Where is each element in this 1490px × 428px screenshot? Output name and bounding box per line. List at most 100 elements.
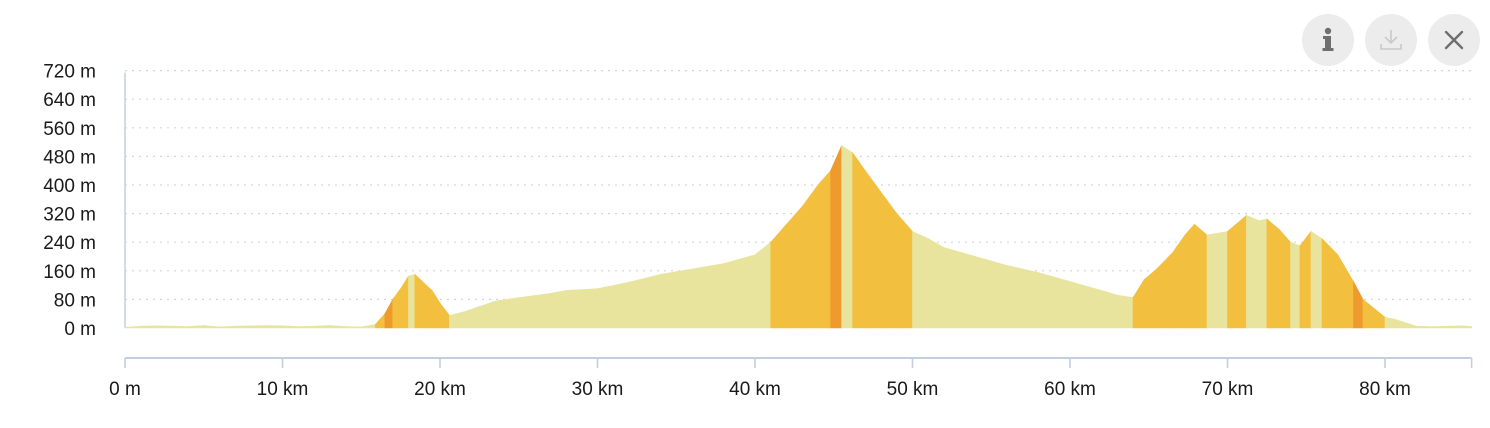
elevation-segment xyxy=(375,312,386,329)
y-axis: 720 m 640 m 560 m 480 m 400 m 320 m 240 m 160 m… xyxy=(43,62,96,340)
x-tick-label: 30 km xyxy=(572,379,624,400)
info-button[interactable] xyxy=(1302,14,1354,66)
elevation-segment xyxy=(1038,272,1071,329)
elevation-segment xyxy=(414,273,425,329)
elevation-segment xyxy=(518,292,551,329)
elevation-segment xyxy=(479,300,496,329)
elevation-segment xyxy=(250,325,268,329)
elevation-area xyxy=(124,145,1472,329)
elevation-segment xyxy=(1069,281,1102,329)
y-tick-label: 640 m xyxy=(43,90,96,111)
y-tick-label: 80 m xyxy=(54,290,96,311)
y-tick-label: 240 m xyxy=(43,233,96,254)
x-tick-label: 10 km xyxy=(257,379,309,400)
elevation-segment xyxy=(801,184,819,329)
elevation-segment xyxy=(449,311,464,329)
elevation-segment xyxy=(1184,223,1195,329)
elevation-segment xyxy=(912,231,929,329)
elevation-segment xyxy=(1132,278,1145,329)
close-icon xyxy=(1444,30,1464,50)
elevation-segment xyxy=(1156,252,1173,329)
x-tick-label: 70 km xyxy=(1202,379,1254,400)
elevation-segment xyxy=(1101,290,1118,329)
elevation-segment xyxy=(975,256,1008,329)
elevation-segment xyxy=(691,263,724,329)
elevation-segment xyxy=(266,325,283,329)
elevation-segment xyxy=(597,281,630,329)
elevation-segment xyxy=(156,325,173,329)
x-tick-label: 80 km xyxy=(1359,379,1411,400)
y-tick-label: 400 m xyxy=(43,176,96,197)
elevation-segment xyxy=(423,282,433,329)
elevation-segment xyxy=(1394,318,1417,329)
elevation-segment xyxy=(329,325,346,329)
elevation-segment xyxy=(1353,281,1364,329)
elevation-segment xyxy=(1206,231,1228,329)
elevation-segment xyxy=(628,273,661,329)
elevation-segment xyxy=(1321,237,1339,329)
y-tick-label: 320 m xyxy=(43,205,96,226)
elevation-segment xyxy=(786,205,803,329)
close-button[interactable] xyxy=(1428,14,1480,66)
y-tick-label: 0 m xyxy=(64,319,96,340)
elevation-segment xyxy=(754,241,772,329)
elevation-segment xyxy=(1246,214,1260,329)
elevation-segment xyxy=(1416,325,1433,329)
elevation-segment xyxy=(345,326,362,329)
elevation-segment xyxy=(1143,268,1157,329)
elevation-segment xyxy=(140,325,157,329)
gridlines xyxy=(124,69,1472,328)
elevation-segment xyxy=(463,306,480,329)
elevation-segment xyxy=(124,325,142,329)
elevation-segment xyxy=(723,254,756,329)
elevation-segment xyxy=(660,268,693,329)
x-axis: 0 m 10 km 20 km 30 km 40 km 50 km 60 km 70 km 80… xyxy=(109,357,1473,400)
info-icon xyxy=(1322,27,1334,51)
x-tick-label: 40 km xyxy=(729,379,781,400)
x-tick-label: 50 km xyxy=(887,379,939,400)
elevation-segment xyxy=(1116,294,1134,329)
elevation-segment xyxy=(1384,316,1395,329)
elevation-segment xyxy=(830,145,842,329)
elevation-segment xyxy=(1337,253,1354,329)
elevation-segment xyxy=(392,287,401,329)
elevation-segment xyxy=(896,212,913,329)
y-tick-label: 160 m xyxy=(43,262,96,283)
elevation-segment xyxy=(219,325,236,329)
elevation-segment xyxy=(1310,230,1323,329)
elevation-segment xyxy=(234,325,252,329)
elevation-segment xyxy=(1227,214,1247,329)
elevation-segment xyxy=(1006,265,1039,329)
x-tick-label: 20 km xyxy=(414,379,466,400)
elevation-segment xyxy=(384,299,394,329)
elevation-segment xyxy=(1266,218,1280,329)
elevation-segment xyxy=(1299,230,1312,329)
elevation-segment xyxy=(400,275,409,329)
chart-toolbar xyxy=(1302,14,1480,66)
elevation-segment xyxy=(1362,298,1386,329)
elevation-segment xyxy=(880,191,898,329)
elevation-segment xyxy=(943,247,976,329)
elevation-segment xyxy=(864,169,882,329)
elevation-segment xyxy=(431,289,441,329)
download-button[interactable] xyxy=(1365,14,1417,66)
elevation-segment xyxy=(360,324,376,329)
y-tick-label: 560 m xyxy=(43,119,96,140)
elevation-segment xyxy=(565,288,598,329)
elevation-segment xyxy=(313,325,331,329)
elevation-segment xyxy=(1194,223,1208,329)
elevation-segment xyxy=(494,297,520,329)
elevation-segment xyxy=(841,145,853,329)
elevation-segment xyxy=(927,238,945,329)
elevation-segment xyxy=(171,325,189,329)
elevation-segment xyxy=(203,325,220,329)
y-tick-label: 480 m xyxy=(43,147,96,168)
elevation-segment xyxy=(282,325,299,329)
elevation-segment xyxy=(1447,325,1465,329)
download-icon xyxy=(1380,30,1402,50)
elevation-segment xyxy=(1279,228,1291,329)
elevation-segment xyxy=(817,169,831,329)
elevation-segment xyxy=(770,223,787,329)
